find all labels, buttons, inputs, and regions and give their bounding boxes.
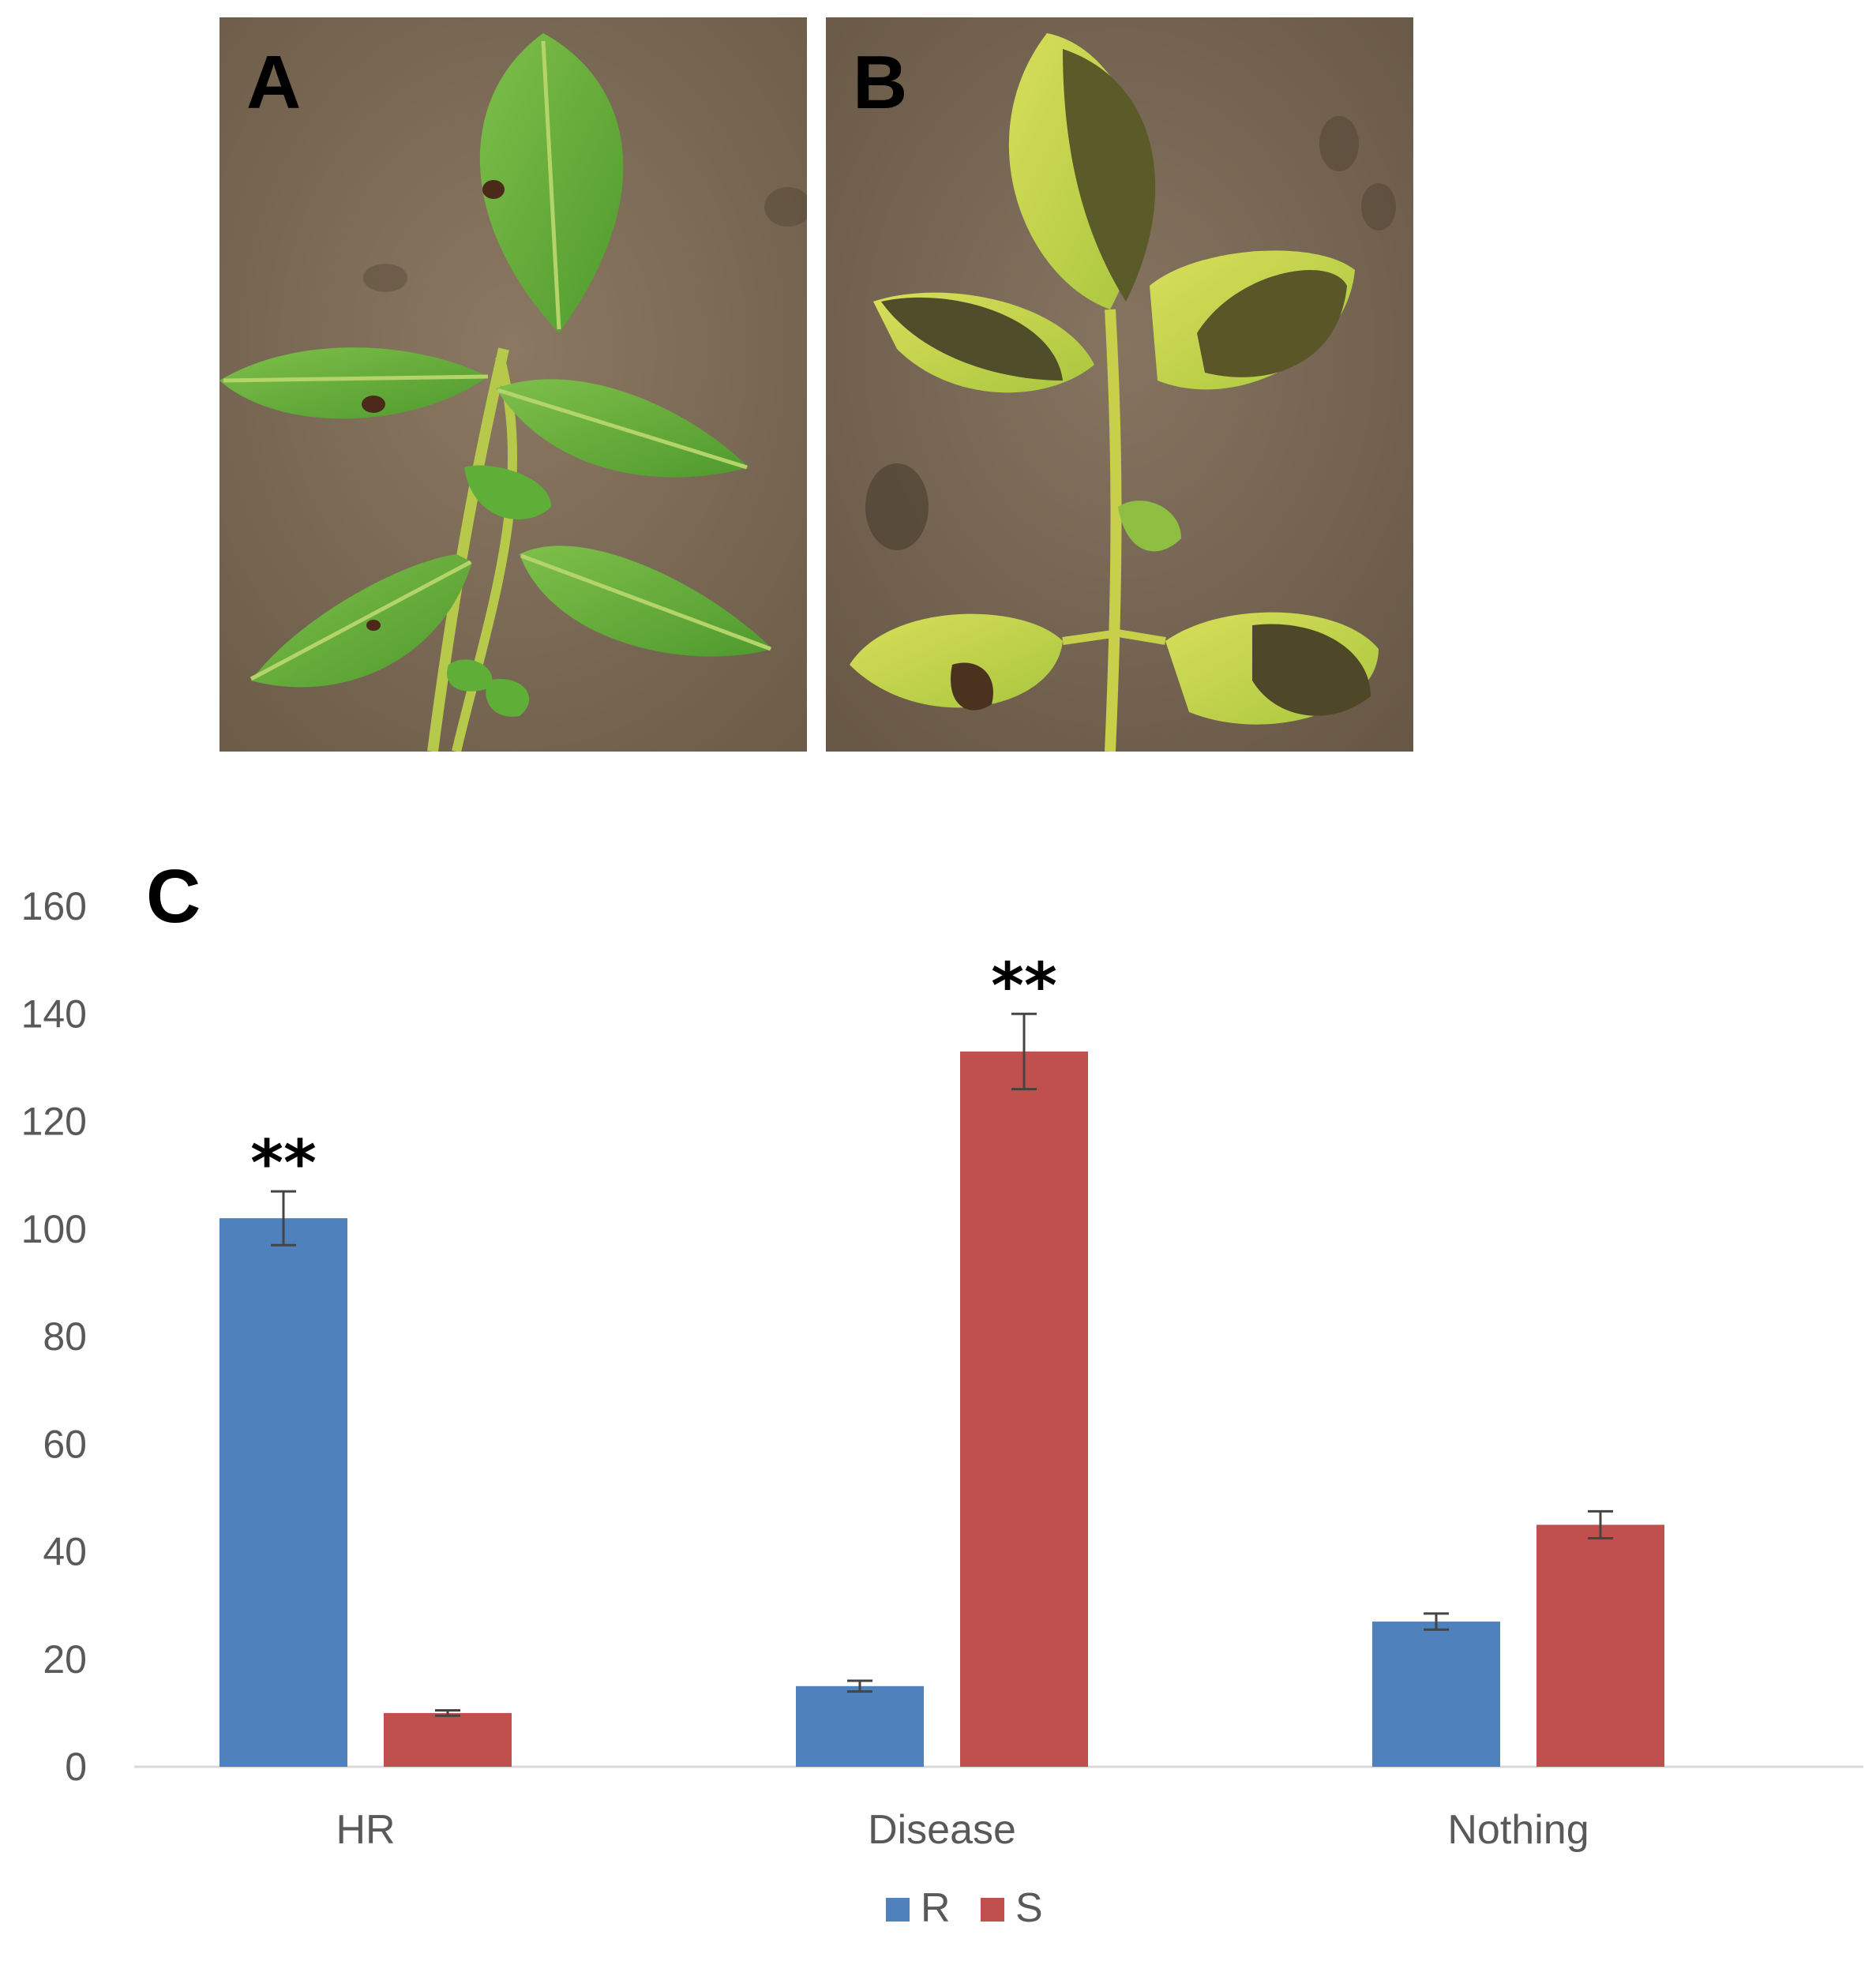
x-tick-label: HR — [336, 1807, 395, 1853]
bar-R-Disease — [796, 1685, 924, 1767]
y-tick-label: 20 — [43, 1637, 87, 1682]
y-tick-label: 80 — [43, 1314, 87, 1359]
y-axis: 0 20 40 60 80 100 120 140 160 — [21, 884, 87, 1789]
bar-S-Nothing — [1536, 1524, 1664, 1767]
x-axis: HR Disease Nothing — [336, 1807, 1589, 1853]
y-tick-label: 140 — [21, 992, 87, 1036]
y-tick-label: 0 — [65, 1745, 87, 1789]
y-tick-label: 40 — [43, 1530, 87, 1574]
legend-swatch-R — [886, 1898, 910, 1922]
y-tick-label: 60 — [43, 1422, 87, 1466]
bar-chart: C 0 20 40 60 80 100 120 140 160 ** ** HR Disease No… — [21, 854, 1863, 1931]
panel-label-b: B — [853, 40, 908, 125]
leaf-photo-a — [219, 17, 807, 752]
legend-label-R: R — [921, 1885, 951, 1931]
y-tick-label: 120 — [21, 1100, 87, 1144]
y-tick-label: 160 — [21, 884, 87, 928]
leaf-photo-b — [826, 17, 1413, 752]
panel-label-a: A — [246, 40, 302, 125]
bars: ** ** — [219, 949, 1664, 1767]
bar-R-HR — [219, 1218, 347, 1767]
legend-swatch-S — [981, 1898, 1004, 1922]
significance-marker: ** — [991, 949, 1057, 1022]
bar-S-Disease — [960, 1051, 1088, 1767]
y-tick-label: 100 — [21, 1207, 87, 1251]
x-tick-label: Disease — [868, 1807, 1016, 1853]
significance-marker: ** — [250, 1127, 317, 1200]
legend-label-S: S — [1015, 1885, 1043, 1931]
panel-label-c: C — [146, 854, 201, 939]
x-tick-label: Nothing — [1447, 1807, 1589, 1853]
bar-R-Nothing — [1372, 1622, 1500, 1767]
bar-S-HR — [384, 1712, 512, 1767]
